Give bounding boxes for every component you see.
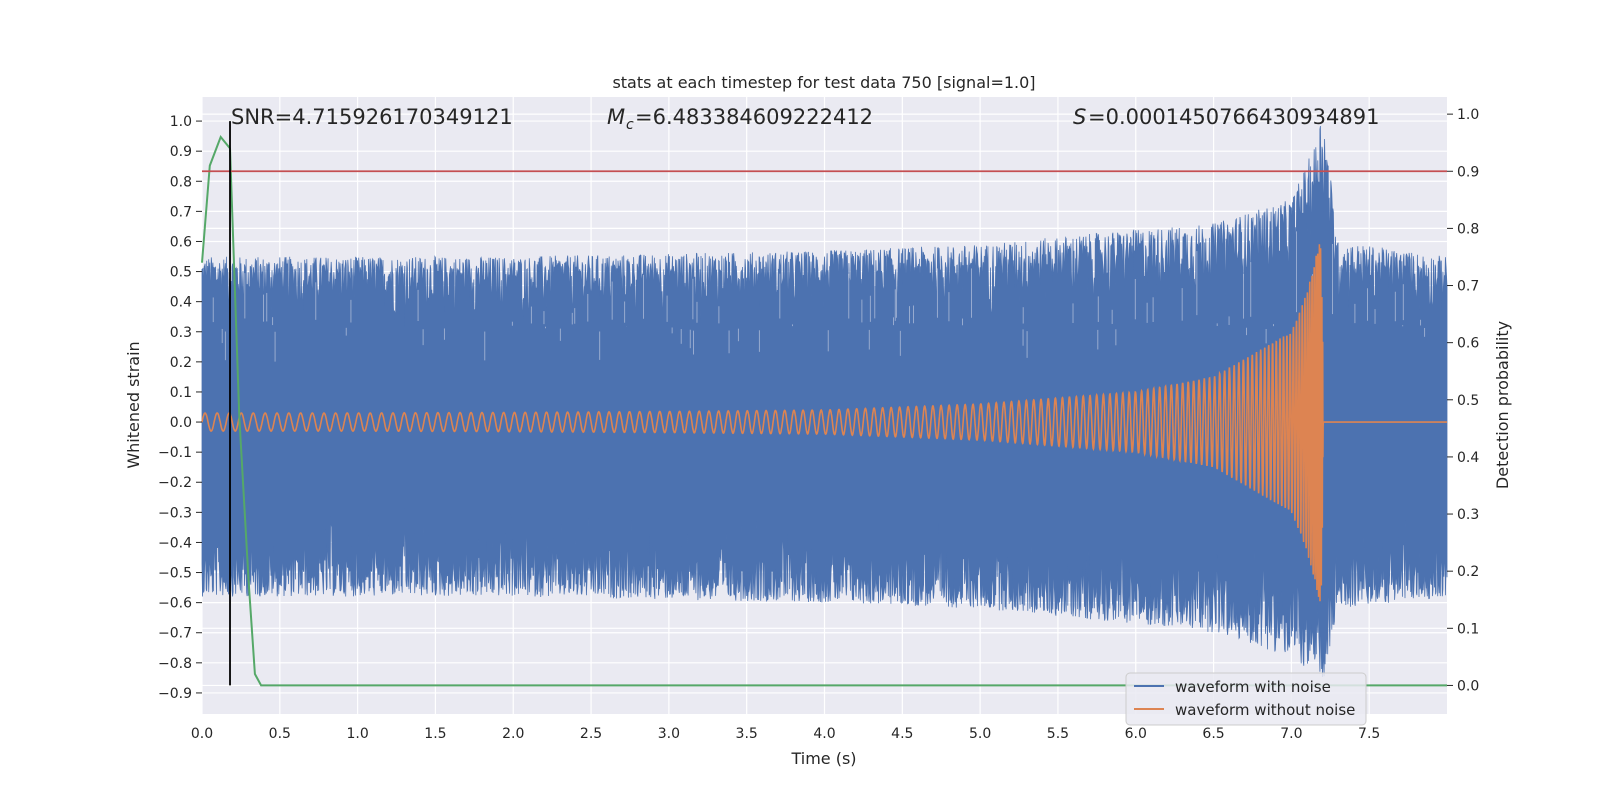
- y-tick-label: 0.6: [170, 234, 192, 250]
- y-axis-ticks-left: −0.9 −0.8 −0.7 −0.6 −0.5 −0.4 −0.3 −0.2 −0.1 0.0 0…: [158, 114, 202, 702]
- y-axis-ticks-right: 0.0 0.1 0.2 0.3 0.4 0.5 0.6 0.7 0.8 0.9 1.0: [1447, 107, 1479, 694]
- y-tick-label: −0.4: [158, 535, 192, 551]
- y-tick-label: 0.5: [170, 265, 192, 281]
- annotation-mc: M c =6.483384609222412: [607, 105, 873, 133]
- y-tick-label: 1.0: [170, 114, 192, 130]
- svg-text:M: M: [607, 105, 625, 129]
- y-tick-label: −0.2: [158, 475, 192, 491]
- y-tick-label: 0.9: [170, 144, 192, 160]
- y-axis-label: Whitened strain: [124, 341, 143, 468]
- x-tick-label: 7.0: [1280, 726, 1302, 742]
- detection-probability-line: [201, 135, 1447, 687]
- series-waveform-without-noise: [201, 244, 1447, 602]
- x-tick-label: 2.0: [502, 726, 524, 742]
- legend-box: [1125, 672, 1367, 726]
- series-waveform-with-noise: [201, 125, 1448, 678]
- annotation-s-value: =0.0001450766430934891: [1088, 105, 1380, 129]
- annotation-mc-value: =6.483384609222412: [635, 105, 873, 129]
- x-tick-label: 1.0: [346, 726, 368, 742]
- y-tick-label: 0.7: [170, 204, 192, 220]
- svg-text:S: S: [1073, 105, 1086, 129]
- y-tick-label: −0.6: [158, 596, 192, 612]
- reference-lines: [202, 121, 1447, 686]
- clean-chirp-line: [201, 244, 1447, 602]
- x-tick-label: 7.5: [1358, 726, 1380, 742]
- annotation-s: S =0.0001450766430934891: [1073, 105, 1380, 129]
- y-tick-label: 0.8: [170, 174, 192, 190]
- y-tick-label-right: 0.2: [1457, 564, 1479, 580]
- y-tick-label-right: 0.7: [1457, 279, 1479, 295]
- chart-title: stats at each timestep for test data 750…: [612, 73, 1035, 92]
- y-tick-label-right: 0.3: [1457, 507, 1479, 523]
- y-tick-label: −0.5: [158, 566, 192, 582]
- x-tick-label: 0.5: [269, 726, 291, 742]
- x-tick-label: 1.5: [424, 726, 446, 742]
- x-tick-label: 5.5: [1047, 726, 1069, 742]
- x-tick-label: 0.0: [191, 726, 213, 742]
- svg-text:c: c: [626, 117, 634, 133]
- y-tick-label-right: 0.0: [1457, 678, 1479, 694]
- y-tick-label: −0.3: [158, 505, 192, 521]
- x-tick-label: 3.0: [658, 726, 680, 742]
- y-tick-label: 0.2: [170, 355, 192, 371]
- x-tick-label: 6.5: [1202, 726, 1224, 742]
- y-tick-label-right: 0.8: [1457, 221, 1479, 237]
- x-tick-label: 4.5: [891, 726, 913, 742]
- y-tick-label: 0.0: [170, 415, 192, 431]
- y-tick-label: 0.3: [170, 325, 192, 341]
- y-tick-label: −0.9: [158, 686, 192, 702]
- annotation-snr: SNR=4.715926170349121: [231, 105, 513, 129]
- y-tick-label-right: 0.4: [1457, 450, 1479, 466]
- x-tick-label: 5.0: [969, 726, 991, 742]
- y-axis-label-right: Detection probability: [1493, 321, 1512, 489]
- x-axis-ticks: 0.0 0.5 1.0 1.5 2.0 2.5 3.0 3.5 4.0 4.5 5.0 5.5 6.0 6…: [191, 726, 1380, 742]
- y-tick-label-right: 1.0: [1457, 107, 1479, 123]
- x-tick-label: 6.0: [1125, 726, 1147, 742]
- legend-label-noise: waveform with noise: [1175, 678, 1331, 696]
- x-axis-label: Time (s): [790, 749, 856, 768]
- x-tick-label: 3.5: [736, 726, 758, 742]
- y-tick-label-right: 0.1: [1457, 621, 1479, 637]
- legend-label-clean: waveform without noise: [1175, 701, 1355, 719]
- x-tick-label: 2.5: [580, 726, 602, 742]
- legend: waveform with noise waveform without noi…: [1125, 672, 1367, 726]
- x-tick-label: 4.0: [813, 726, 835, 742]
- y-tick-label: 0.1: [170, 385, 192, 401]
- series-detection-probability: [201, 135, 1447, 687]
- noise-band: [201, 125, 1448, 678]
- y-tick-label: 0.4: [170, 295, 192, 311]
- y-tick-label-right: 0.6: [1457, 336, 1479, 352]
- y-tick-label: −0.8: [158, 656, 192, 672]
- y-tick-label: −0.7: [158, 626, 192, 642]
- y-tick-label: −0.1: [158, 445, 192, 461]
- y-tick-label-right: 0.5: [1457, 393, 1479, 409]
- y-tick-label-right: 0.9: [1457, 164, 1479, 180]
